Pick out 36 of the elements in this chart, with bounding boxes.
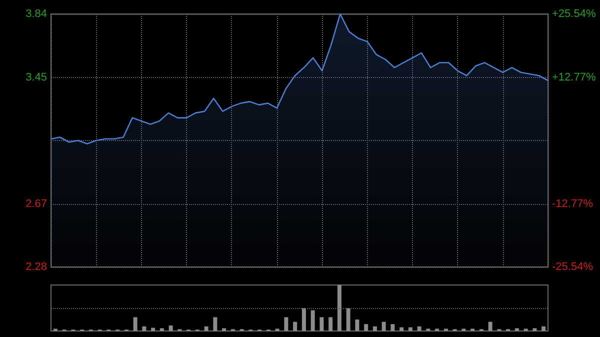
bar	[213, 317, 218, 331]
bar	[133, 317, 138, 331]
bar	[408, 327, 412, 331]
bar	[382, 322, 386, 331]
bar	[542, 326, 546, 331]
bar	[151, 328, 156, 331]
bar	[346, 308, 350, 331]
y-tick-label: 2.28	[26, 261, 47, 273]
bar	[302, 308, 306, 331]
bar	[222, 328, 226, 331]
bar	[390, 324, 395, 331]
y-tick-label: 3.84	[26, 8, 47, 20]
y-tick-label: 3.45	[26, 71, 47, 84]
y2-tick-label: -25.54%	[552, 261, 594, 273]
bar	[320, 317, 324, 331]
bar	[417, 326, 422, 331]
bar	[364, 324, 368, 331]
y-tick-label: 2.67	[26, 198, 47, 210]
bar	[168, 325, 173, 331]
bar	[337, 285, 342, 331]
bar	[293, 322, 298, 331]
y2-tick-label: +25.54%	[552, 8, 596, 20]
y2-tick-label: +12.77%	[552, 71, 596, 84]
bar	[284, 317, 288, 331]
bar	[400, 327, 404, 331]
bar	[355, 320, 360, 331]
bar	[372, 326, 377, 331]
bar	[160, 328, 164, 331]
bar	[532, 328, 537, 331]
bar	[514, 328, 519, 331]
bar	[310, 310, 315, 331]
bar	[328, 317, 333, 331]
bar	[142, 326, 146, 331]
y2-tick-label: -12.77%	[552, 198, 594, 210]
bar	[488, 322, 492, 331]
bar	[204, 326, 208, 331]
